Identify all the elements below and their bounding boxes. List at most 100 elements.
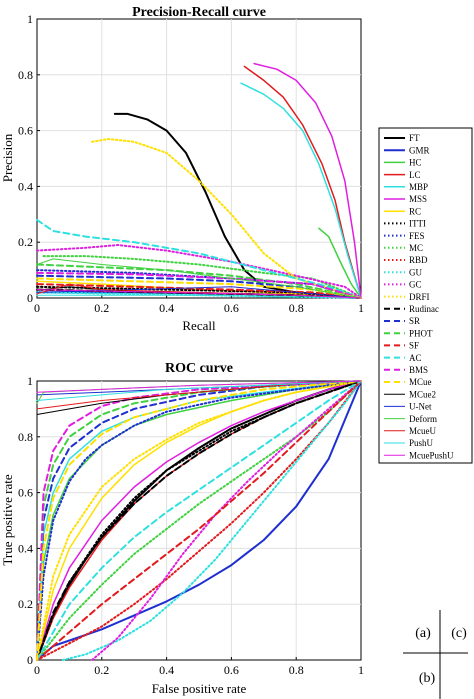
legend-item-mcuepushu: McuePushU [384, 450, 454, 460]
roc-series-bms [36, 380, 362, 661]
legend-label-bms: BMS [409, 365, 428, 375]
roc-y-tick-label: 0.4 [18, 541, 33, 555]
pr-series-mcuepushu [36, 289, 362, 299]
pr-chart: Precision-Recall curve 0 0.2 0.4 0.6 0.8 1 0 0.… [0, 5, 364, 333]
legend-item-sf: SF [384, 341, 419, 351]
legend-box [378, 127, 473, 464]
legend-item-gc: GC [384, 280, 422, 290]
roc-x-tick-label: 0 [34, 663, 40, 677]
roc-chart: ROC curve 0 0.2 0.4 0.6 0.8 1 0 0.2 0.4 0.6 0.8 1 F… [0, 361, 364, 696]
pr-series-mbp [240, 82, 362, 299]
roc-series-gu [61, 380, 362, 661]
legend-item-mss: MSS [384, 194, 427, 204]
roc-series-group [36, 380, 362, 661]
legend-item-gu: GU [384, 267, 422, 277]
legend-label-itti: ITTI [409, 219, 426, 229]
pr-x-tick-label: 0.6 [224, 301, 239, 315]
roc-y-tick-label: 1 [27, 374, 33, 388]
roc-series-fes [36, 380, 362, 661]
legend-label-ft: FT [409, 133, 420, 143]
legend-item-u-net: U-Net [384, 402, 432, 412]
roc-x-tick-label: 0.2 [94, 663, 109, 677]
panel-label-c: (c) [451, 626, 467, 641]
pr-series-sf [36, 283, 362, 299]
roc-y-tick-label: 0.6 [18, 486, 33, 500]
pr-y-tick-label: 0.6 [18, 124, 33, 138]
legend-label-mbp: MBP [409, 182, 428, 192]
legend-item-sr: SR [384, 316, 420, 326]
legend-item-fes: FES [384, 231, 425, 241]
legend-item-mc: MC [384, 243, 423, 253]
roc-y-axis-label: True positive rate [0, 474, 15, 565]
pr-x-tick-label: 0.4 [159, 301, 174, 315]
pr-series-mc [42, 255, 362, 299]
pr-x-tick-label: 0.2 [94, 301, 109, 315]
legend-item-drfi: DRFI [384, 292, 430, 302]
roc-x-tick-label: 1 [358, 663, 364, 677]
legend-items: FT GMR HC LC MBP MSS RC ITTI FES MC RBD GU GC DRFI Rud… [384, 133, 454, 460]
roc-series-mbp [36, 380, 362, 661]
pr-x-axis-label: Recall [182, 318, 216, 333]
legend-label-mss: MSS [409, 194, 427, 204]
pr-axis-ticks: 0 0.2 0.4 0.6 0.8 1 0 0.2 0.4 0.6 0.8 1 [18, 12, 364, 315]
roc-series-drfi [36, 380, 362, 661]
legend-item-mcue: MCue [384, 377, 432, 387]
pr-series-group [36, 62, 362, 299]
roc-series-ac [36, 380, 362, 661]
pr-grid [37, 19, 361, 298]
roc-series-rudinac [36, 380, 362, 661]
roc-series-hc [36, 380, 362, 661]
pr-series-ac [36, 218, 362, 299]
pr-series-phot [36, 263, 362, 299]
legend-label-rbd: RBD [409, 255, 428, 265]
roc-x-tick-label: 0.4 [159, 663, 174, 677]
pr-series-deform [36, 258, 362, 299]
pr-series-drfi [91, 138, 362, 299]
legend-label-drfi: DRFI [409, 292, 430, 302]
pr-series-gc [36, 244, 362, 299]
roc-x-axis-label: False positive rate [152, 681, 247, 696]
legend-label-mcueu: McueU [409, 426, 436, 436]
legend-label-mcuepushu: McuePushU [409, 450, 454, 460]
panel-label-b: (b) [419, 671, 436, 686]
legend-label-hc: HC [409, 158, 422, 168]
pr-y-tick-label: 0.4 [18, 179, 33, 193]
roc-chart-title: ROC curve [165, 361, 233, 376]
legend-item-rbd: RBD [384, 255, 428, 265]
legend-label-deform: Deform [409, 414, 437, 424]
pr-series-ft [113, 112, 362, 299]
legend-label-u-net: U-Net [409, 402, 432, 412]
pr-series-mss [253, 62, 362, 299]
roc-y-tick-label: 0.8 [18, 430, 33, 444]
legend-label-lc: LC [409, 170, 421, 180]
legend-label-sf: SF [409, 341, 419, 351]
legend-label-gc: GC [409, 280, 422, 290]
pr-y-tick-label: 0.2 [18, 235, 33, 249]
roc-x-tick-label: 0.6 [224, 663, 239, 677]
legend-item-phot: PHOT [384, 328, 433, 338]
legend-item-lc: LC [384, 170, 421, 180]
legend-item-mcueu: McueU [384, 426, 436, 436]
roc-y-tick-label: 0.2 [18, 597, 33, 611]
legend-item-itti: ITTI [384, 219, 426, 229]
legend-item-bms: BMS [384, 365, 428, 375]
pr-x-tick-label: 0 [34, 301, 40, 315]
legend-label-mcue: MCue [409, 377, 432, 387]
legend-item-gmr: GMR [384, 145, 430, 155]
panel-label-a: (a) [415, 626, 431, 641]
pr-y-tick-label: 1 [27, 12, 33, 26]
pr-series-hc [318, 227, 362, 299]
legend-label-gmr: GMR [409, 145, 430, 155]
legend-item-mbp: MBP [384, 182, 428, 192]
pr-y-tick-label: 0.8 [18, 68, 33, 82]
roc-series-rbd [36, 380, 362, 661]
roc-series-mcue [36, 380, 362, 661]
pr-x-tick-label: 1 [358, 301, 364, 315]
legend-label-sr: SR [409, 316, 420, 326]
legend-label-rc: RC [409, 206, 421, 216]
legend-label-fes: FES [409, 231, 425, 241]
legend-item-rc: RC [384, 206, 421, 216]
legend-item-ac: AC [384, 353, 422, 363]
roc-series-mcuepushu [36, 380, 362, 393]
